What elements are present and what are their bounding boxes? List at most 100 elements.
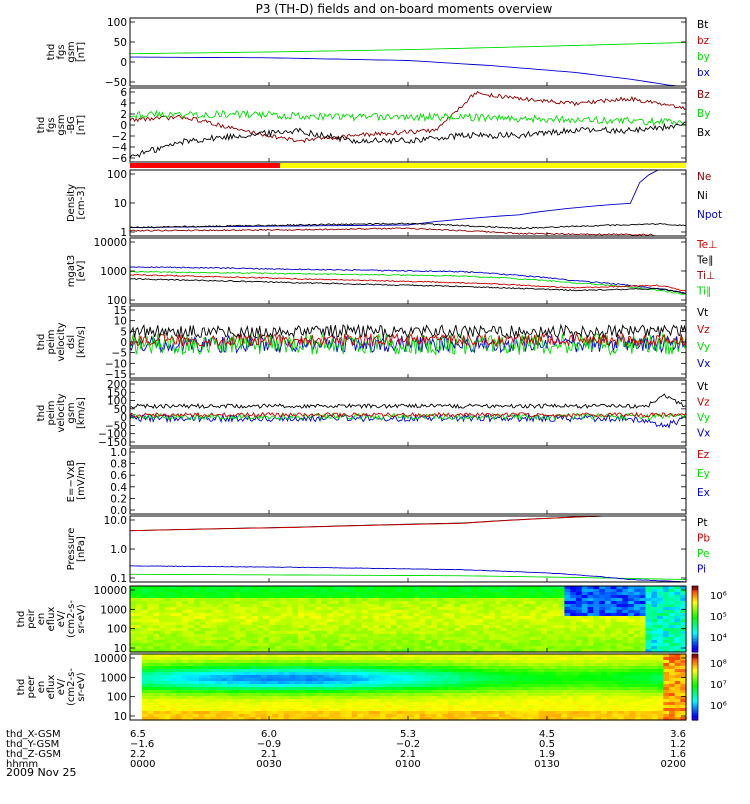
heatmap-cell xyxy=(255,657,262,661)
heatmap-cell xyxy=(303,622,311,626)
heatmap-cell xyxy=(561,660,568,664)
y-tick-label: 200 xyxy=(107,379,127,391)
heatmap-cell xyxy=(499,672,506,676)
heatmap-cell xyxy=(255,690,262,694)
heatmap-cell xyxy=(255,666,262,670)
heatmap-cell xyxy=(570,589,577,593)
heatmap-cell xyxy=(465,690,472,694)
heatmap-cell xyxy=(674,669,681,673)
heatmap-cell xyxy=(564,646,571,650)
heatmap-cell xyxy=(351,699,358,703)
heatmap-cell xyxy=(535,601,542,605)
y-tick-label: 0.2 xyxy=(110,493,127,505)
heatmap-cell xyxy=(159,717,166,721)
heatmap-cell xyxy=(368,663,375,667)
heatmap-cell xyxy=(289,678,296,682)
heatmap-cell xyxy=(221,654,228,658)
heatmap-cell xyxy=(483,625,490,629)
heatmap-cell xyxy=(640,660,647,664)
heatmap-cell xyxy=(465,669,472,673)
heatmap-cell xyxy=(312,660,319,664)
heatmap-cell xyxy=(581,616,589,620)
heatmap-cell xyxy=(651,613,658,617)
heatmap-cell xyxy=(476,690,483,694)
heatmap-cell xyxy=(142,663,149,667)
heatmap-cell xyxy=(263,598,270,602)
heatmap-cell xyxy=(431,696,438,700)
heatmap-cell xyxy=(538,714,545,718)
heatmap-cell xyxy=(523,640,531,644)
heatmap-cell xyxy=(506,622,513,626)
heatmap-cell xyxy=(512,598,519,602)
heatmap-cell xyxy=(425,640,432,644)
heatmap-cell xyxy=(610,622,618,626)
heatmap-cell xyxy=(280,613,287,617)
heatmap-cell xyxy=(147,681,154,685)
heatmap-cell xyxy=(211,646,218,650)
heatmap-cell xyxy=(204,672,211,676)
heatmap-cell xyxy=(538,708,545,712)
heatmap-cell xyxy=(193,705,200,709)
heatmap-cell xyxy=(363,681,370,685)
heatmap-cell xyxy=(593,634,600,638)
heatmap-cell xyxy=(300,687,307,691)
heatmap-cell xyxy=(340,705,347,709)
heatmap-cell xyxy=(527,675,534,679)
heatmap-cell xyxy=(610,589,618,593)
x-axis-value: 2.1 xyxy=(261,749,277,760)
heatmap-cell xyxy=(576,610,583,614)
heatmap-cell xyxy=(465,663,472,667)
heatmap-cell xyxy=(263,592,270,596)
heatmap-cell xyxy=(205,628,212,632)
heatmap-cell xyxy=(266,669,273,673)
heatmap-cell xyxy=(623,693,630,697)
heatmap-cell xyxy=(170,690,177,694)
heatmap-cell xyxy=(130,616,137,620)
heatmap-cell xyxy=(278,705,285,709)
heatmap-cell xyxy=(379,649,386,653)
heatmap-cell xyxy=(657,654,664,658)
heatmap-cell xyxy=(570,610,577,614)
heatmap-cell xyxy=(355,589,363,593)
heatmap-cell xyxy=(204,654,211,658)
heatmap-cell xyxy=(261,711,268,715)
heatmap-cell xyxy=(482,681,489,685)
heatmap-cell xyxy=(240,628,247,632)
heatmap-cell xyxy=(680,637,687,641)
heatmap-cell xyxy=(323,684,330,688)
x-axis-row-label: hhmm xyxy=(6,759,38,770)
heatmap-cell xyxy=(142,693,149,697)
heatmap-cell xyxy=(363,696,370,700)
heatmap-cell xyxy=(176,702,183,706)
heatmap-cell xyxy=(198,654,205,658)
heatmap-cell xyxy=(437,598,444,602)
heatmap-cell xyxy=(538,705,545,709)
heatmap-cell xyxy=(459,660,466,664)
heatmap-cell xyxy=(244,696,251,700)
heatmap-cell xyxy=(193,702,200,706)
heatmap-cell xyxy=(211,613,218,617)
heatmap-cell xyxy=(442,660,449,664)
heatmap-cell xyxy=(340,666,347,670)
heatmap-cell xyxy=(164,714,171,718)
heatmap-cell xyxy=(506,598,513,602)
heatmap-cell xyxy=(663,687,670,691)
heatmap-cell xyxy=(321,619,328,623)
heatmap-cell xyxy=(269,595,276,599)
heatmap-cell xyxy=(326,634,334,638)
heatmap-cell xyxy=(436,654,443,658)
heatmap-cell xyxy=(245,589,253,593)
heatmap-cell xyxy=(465,684,472,688)
heatmap-cell xyxy=(159,654,166,658)
heatmap-cell xyxy=(312,690,319,694)
heatmap-cell xyxy=(477,628,484,632)
heatmap-cell xyxy=(323,717,330,721)
heatmap-cell xyxy=(663,660,670,664)
heatmap-cell xyxy=(351,705,358,709)
heatmap-cell xyxy=(669,708,676,712)
heatmap-cell xyxy=(639,616,647,620)
heatmap-cell xyxy=(541,595,548,599)
heatmap-cell xyxy=(639,625,647,629)
colorbar-swatch xyxy=(692,711,698,714)
heatmap-cell xyxy=(164,654,171,658)
